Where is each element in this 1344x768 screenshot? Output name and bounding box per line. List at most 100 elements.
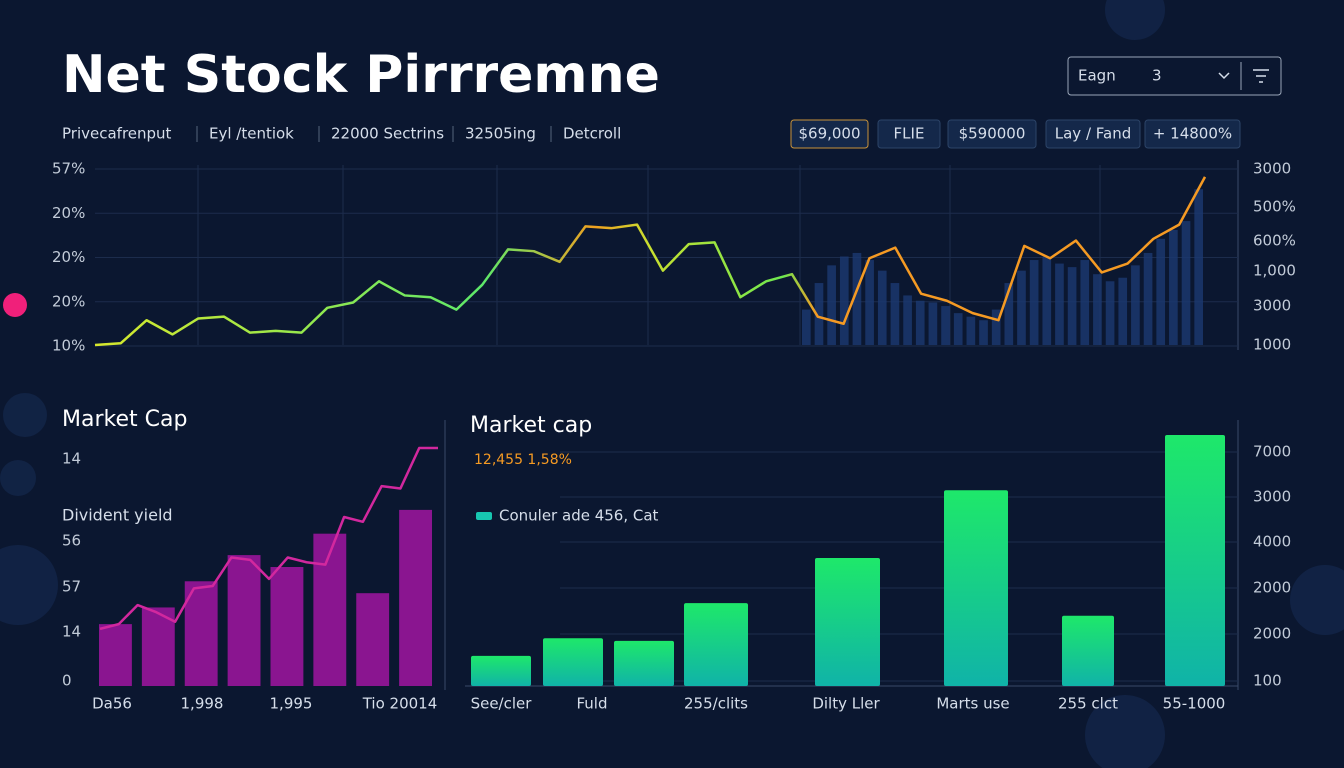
bar: [865, 260, 874, 345]
nav-item[interactable]: Eyl /tentiok: [209, 125, 294, 143]
y-tick-label: 10%: [52, 337, 85, 355]
indicator-dot: [3, 293, 27, 317]
x-tick-label: Fuld: [576, 695, 607, 713]
bar: [1067, 267, 1077, 345]
panel-subtitle: Divident yield: [62, 506, 173, 525]
y-tick-label: 20%: [52, 292, 85, 310]
bar: [915, 300, 925, 345]
bar: [1169, 229, 1178, 345]
chip-label: $590000: [959, 125, 1026, 143]
bar: [928, 302, 938, 345]
dropdown-icons: [1218, 69, 1269, 83]
x-tick-label: Marts use: [936, 695, 1009, 713]
legend-swatch: [476, 512, 492, 520]
bar: [141, 607, 175, 686]
bar: [991, 309, 1001, 345]
dropdown-box[interactable]: [1067, 56, 1282, 96]
chip[interactable]: [947, 119, 1037, 149]
y-tick-label: 2000: [1253, 579, 1291, 597]
bar: [903, 295, 912, 345]
bar: [99, 624, 132, 686]
legend-label: Conuler ade 456, Cat: [499, 507, 659, 525]
panel-title: Market cap: [470, 413, 592, 438]
bar: [1105, 281, 1115, 345]
panel-title: Market Cap: [62, 407, 187, 432]
x-tick-label: 255/clits: [684, 695, 748, 713]
bar: [877, 270, 887, 345]
x-tick-label: 1,995: [270, 695, 313, 713]
y-tick-label: 20%: [52, 248, 85, 266]
nav-item[interactable]: 22000 Sectrins: [331, 125, 444, 143]
bar: [1062, 615, 1114, 686]
nav-item[interactable]: Detcroll: [563, 125, 621, 143]
chip-label: Lay / Fand: [1055, 125, 1132, 143]
bar: [1055, 263, 1064, 345]
bar: [227, 555, 261, 686]
bar: [1093, 274, 1102, 345]
x-tick-label: Dilty Ller: [812, 695, 880, 713]
chip-label: + 14800%: [1153, 125, 1232, 143]
chip-label: FLIE: [894, 125, 925, 143]
bar: [802, 309, 811, 345]
y-tick-label: 20%: [52, 204, 85, 222]
bar: [1181, 221, 1191, 345]
nav-item[interactable]: 32505ing: [465, 125, 536, 143]
y-tick-label: 1,000: [1253, 262, 1296, 280]
chip[interactable]: [1144, 119, 1241, 149]
y-tick-label: 7000: [1253, 443, 1291, 461]
bar: [941, 306, 950, 345]
nav-item[interactable]: Privecafrenput: [62, 125, 172, 143]
bar: [356, 593, 390, 686]
chip[interactable]: [790, 119, 869, 149]
bar: [966, 316, 976, 345]
y-tick-label: 3000: [1253, 488, 1291, 506]
bar: [1042, 256, 1052, 345]
bar: [471, 655, 531, 686]
title: Net Stock Pirrremne: [62, 45, 660, 105]
yield-line: [99, 446, 438, 631]
bar: [839, 256, 849, 345]
y-tick-label: 3000: [1253, 297, 1291, 315]
bar: [614, 640, 674, 686]
x-tick-label: 255 clct: [1058, 695, 1118, 713]
x-tick-label: 1,998: [181, 695, 224, 713]
annotation: 12,455 1,58%: [474, 452, 572, 468]
y-tick-label: 2000: [1253, 625, 1291, 643]
x-tick-label: Da56: [92, 695, 132, 713]
bar: [1131, 265, 1140, 345]
y-tick-label: 100: [1253, 672, 1282, 690]
chip[interactable]: [1045, 119, 1141, 149]
bar: [543, 638, 603, 686]
bar: [184, 581, 218, 686]
price-line: [94, 176, 1207, 347]
bar: [1194, 189, 1203, 345]
bar: [270, 567, 304, 686]
y-tick-label: 56: [62, 532, 81, 550]
bar: [1029, 260, 1039, 345]
y-tick-label: 4000: [1253, 533, 1291, 551]
bar: [953, 313, 963, 345]
bar: [1118, 277, 1128, 345]
dropdown[interactable]: Eagn 3: [1067, 56, 1282, 96]
y-tick-label: 14: [62, 450, 81, 468]
bar: [313, 533, 347, 686]
y-tick-label: 500%: [1253, 198, 1296, 216]
y-tick-label: 57: [62, 578, 81, 596]
y-tick-label: 3000: [1253, 160, 1291, 178]
bar: [399, 509, 432, 686]
bar: [1080, 260, 1090, 345]
y-tick-label: 1000: [1253, 336, 1291, 354]
bar: [1156, 238, 1166, 345]
bar: [852, 252, 862, 345]
bar: [1143, 252, 1153, 345]
y-tick-label: 57%: [52, 160, 85, 178]
bar: [827, 265, 836, 345]
bar: [1017, 270, 1026, 345]
chip[interactable]: [877, 119, 941, 149]
y-tick-label: 0: [62, 672, 72, 690]
bar: [684, 603, 748, 686]
bar: [944, 490, 1008, 686]
dropdown-label: Eagn: [1078, 67, 1116, 85]
